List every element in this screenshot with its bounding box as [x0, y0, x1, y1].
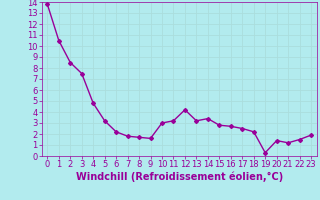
X-axis label: Windchill (Refroidissement éolien,°C): Windchill (Refroidissement éolien,°C)	[76, 172, 283, 182]
